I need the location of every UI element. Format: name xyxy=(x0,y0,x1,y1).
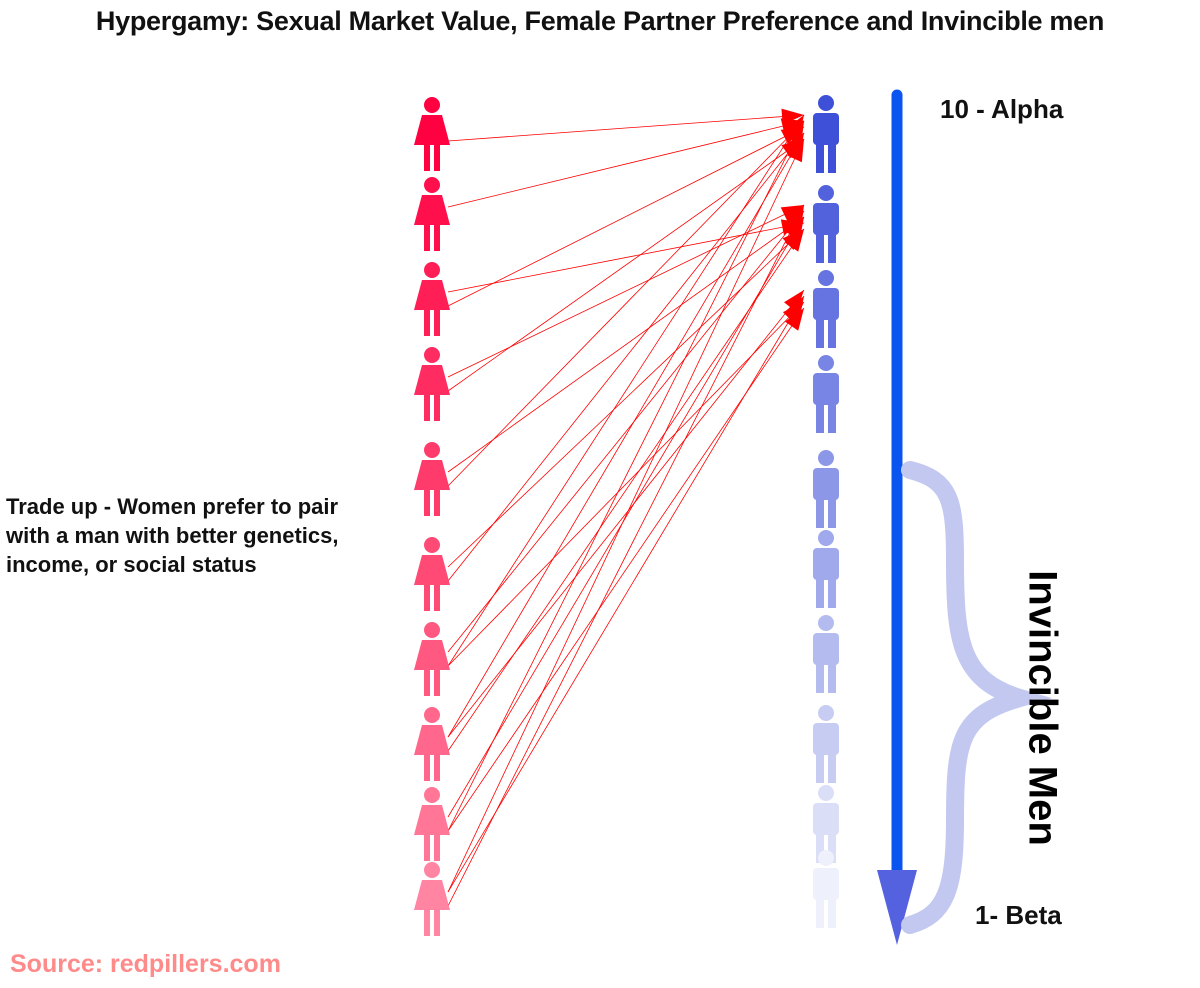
connection-line xyxy=(447,216,805,473)
man-figure xyxy=(813,185,839,263)
scale-arrow-head xyxy=(877,870,917,945)
connection-line xyxy=(447,228,805,568)
woman-figure xyxy=(414,347,450,421)
connection-arrowhead xyxy=(787,139,804,163)
connection-line xyxy=(447,114,805,667)
connection-line xyxy=(447,120,805,487)
connection-line xyxy=(447,301,805,667)
connection-arrowhead xyxy=(786,205,804,229)
connection-line xyxy=(447,210,805,653)
man-figure xyxy=(813,705,839,783)
woman-figure xyxy=(414,622,450,696)
connection-line xyxy=(447,132,805,582)
connection-line xyxy=(447,114,805,142)
connection-line xyxy=(447,120,805,208)
connection-line xyxy=(447,204,805,378)
man-figure xyxy=(813,785,839,863)
connection-line xyxy=(447,228,805,752)
woman-figure xyxy=(414,787,450,861)
woman-figure xyxy=(414,262,450,336)
connection-lines xyxy=(447,108,805,907)
connection-arrowhead xyxy=(786,121,804,145)
connection-arrowhead xyxy=(785,296,804,319)
woman-figure xyxy=(414,442,450,516)
connection-line xyxy=(447,222,805,293)
woman-figure xyxy=(414,707,450,781)
man-figure xyxy=(813,95,839,173)
trade-up-caption: Trade up - Women prefer to pair with a m… xyxy=(6,494,339,577)
connection-arrowhead xyxy=(784,290,804,313)
connection-line xyxy=(447,204,805,907)
man-figure xyxy=(813,450,839,528)
connection-line xyxy=(447,307,805,832)
woman-figure xyxy=(414,862,450,936)
alpha-label: 10 - Alpha xyxy=(940,94,1064,124)
connection-line xyxy=(447,216,805,818)
connection-line xyxy=(447,120,805,832)
man-figure xyxy=(813,530,839,608)
connection-line xyxy=(447,138,805,893)
connection-line xyxy=(447,289,805,738)
connection-line xyxy=(447,126,805,307)
men-column xyxy=(813,95,839,928)
source-credit: Source: redpillers.com xyxy=(10,950,281,978)
connection-line xyxy=(447,138,805,392)
invincible-men-label: Invincible Men xyxy=(1020,570,1065,846)
curly-brace xyxy=(901,461,1053,934)
man-figure xyxy=(813,355,839,433)
woman-figure xyxy=(414,177,450,251)
connection-arrowhead xyxy=(780,205,804,222)
page-title: Hypergamy: Sexual Market Value, Female P… xyxy=(95,6,1105,36)
connection-line xyxy=(447,295,805,893)
woman-figure xyxy=(414,537,450,611)
beta-label: 1- Beta xyxy=(975,900,1062,930)
man-figure xyxy=(813,270,839,348)
man-figure xyxy=(813,615,839,693)
woman-figure xyxy=(414,97,450,171)
women-column xyxy=(414,97,450,936)
connection-line xyxy=(447,132,805,738)
man-figure xyxy=(813,850,839,928)
